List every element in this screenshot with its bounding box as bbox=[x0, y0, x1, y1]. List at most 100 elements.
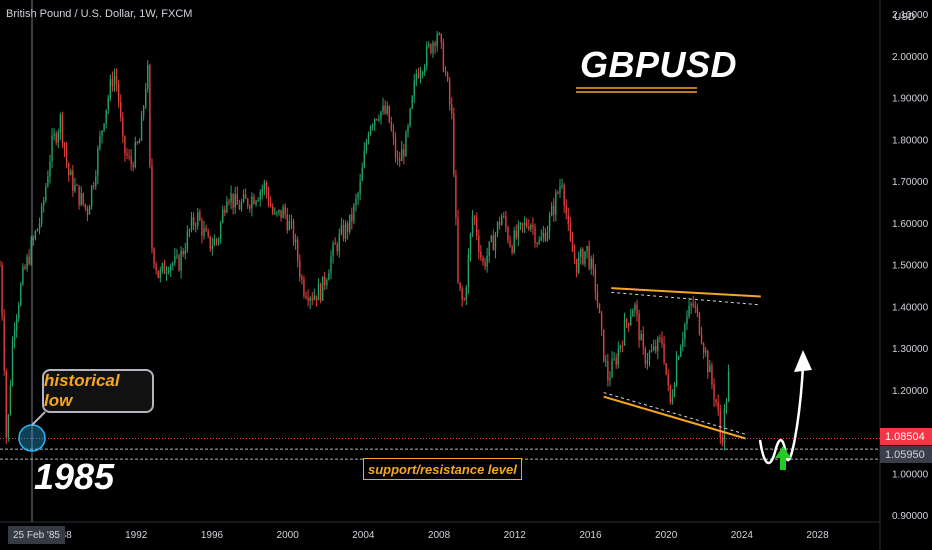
candle-body bbox=[117, 83, 120, 102]
candle-body bbox=[534, 226, 536, 244]
candle-body bbox=[315, 295, 318, 301]
candle-body bbox=[53, 133, 55, 136]
candle-body bbox=[101, 130, 103, 137]
candle-body bbox=[673, 384, 676, 397]
candle-body bbox=[563, 185, 565, 206]
candle-body bbox=[43, 200, 45, 206]
candle-body bbox=[407, 125, 409, 133]
candle-body bbox=[5, 370, 7, 438]
candle-body bbox=[149, 65, 151, 166]
candle-body bbox=[371, 125, 374, 127]
candle-body bbox=[61, 114, 64, 143]
y-tick-label: 0.90000 bbox=[892, 511, 929, 522]
candle-body bbox=[557, 192, 559, 194]
candle-body bbox=[521, 223, 524, 226]
candle-body bbox=[334, 243, 336, 245]
candle-body bbox=[613, 358, 615, 360]
candle-body bbox=[47, 176, 49, 187]
x-tick-label: 2020 bbox=[655, 530, 678, 541]
candle-body bbox=[519, 223, 522, 225]
candle-body bbox=[26, 256, 28, 269]
candle-body bbox=[638, 313, 640, 341]
candle-body bbox=[32, 238, 35, 240]
candle-body bbox=[482, 257, 484, 262]
candle-body bbox=[634, 304, 636, 311]
candle-body bbox=[18, 305, 20, 318]
candle-body bbox=[49, 161, 51, 177]
candle-body bbox=[436, 34, 438, 47]
channel-top-line bbox=[611, 287, 761, 298]
candle-body bbox=[120, 101, 122, 118]
candle-body bbox=[92, 185, 95, 187]
candle-body bbox=[476, 218, 478, 236]
candle-body bbox=[346, 223, 349, 232]
candle-body bbox=[403, 149, 405, 157]
y-tick-label: 1.30000 bbox=[892, 344, 929, 355]
candle-body bbox=[280, 209, 282, 218]
candle-body bbox=[707, 351, 709, 373]
candle-body bbox=[546, 231, 549, 241]
candle-body bbox=[694, 305, 696, 308]
candle-body bbox=[423, 66, 426, 73]
title-underline bbox=[576, 87, 697, 93]
candle-body bbox=[542, 232, 545, 238]
candle-body bbox=[575, 258, 578, 273]
candle-body bbox=[115, 76, 118, 84]
candle-body bbox=[555, 192, 557, 215]
candle-body bbox=[498, 221, 501, 226]
candle-body bbox=[413, 80, 415, 97]
candle-body bbox=[363, 150, 366, 168]
candle-body bbox=[392, 130, 395, 138]
x-tick-label: 2004 bbox=[352, 530, 375, 541]
candle-body bbox=[111, 78, 114, 87]
candle-body bbox=[611, 359, 613, 378]
candle-body bbox=[461, 288, 463, 300]
candle-body bbox=[230, 193, 232, 202]
candle-body bbox=[469, 233, 472, 255]
y-tick-label: 1.80000 bbox=[892, 135, 929, 146]
low-year-label: 1985 bbox=[34, 456, 115, 497]
candle-body bbox=[205, 228, 207, 232]
y-tick-label: 2.10000 bbox=[892, 10, 929, 21]
candle-body bbox=[471, 216, 474, 234]
candle-body bbox=[305, 295, 307, 298]
candle-body bbox=[34, 231, 37, 239]
candle-body bbox=[525, 222, 528, 227]
candle-body bbox=[126, 153, 128, 156]
candle-body bbox=[580, 249, 582, 257]
candle-body bbox=[165, 272, 168, 274]
candle-body bbox=[617, 348, 619, 365]
candle-body bbox=[72, 170, 74, 191]
candle-body bbox=[665, 363, 667, 375]
channel-top-dashed bbox=[611, 291, 761, 306]
candle-body bbox=[473, 216, 476, 219]
candle-body bbox=[719, 410, 721, 438]
candle-body bbox=[201, 220, 203, 236]
candle-body bbox=[605, 361, 607, 363]
candle-body bbox=[677, 356, 680, 360]
candle-body bbox=[682, 338, 684, 347]
candle-body bbox=[134, 142, 137, 168]
time-axis: 1988199219962000200420082012201620202024… bbox=[49, 530, 829, 541]
candle-body bbox=[159, 270, 161, 278]
candle-body bbox=[309, 297, 311, 302]
candle-body bbox=[269, 203, 272, 207]
candle-body bbox=[361, 167, 363, 181]
candle-body bbox=[238, 204, 241, 210]
candle-body bbox=[145, 89, 147, 107]
candle-body bbox=[448, 80, 451, 104]
candle-body bbox=[388, 105, 390, 123]
candle-body bbox=[242, 194, 245, 202]
candle-body bbox=[478, 235, 480, 252]
candle-body bbox=[186, 231, 189, 251]
candle-body bbox=[288, 221, 291, 230]
candle-body bbox=[696, 307, 699, 313]
candle-body bbox=[211, 245, 214, 249]
candle-body bbox=[240, 201, 243, 210]
candle-body bbox=[40, 205, 43, 224]
candle-body bbox=[530, 224, 532, 230]
candle-body bbox=[65, 148, 68, 164]
candle-body bbox=[444, 71, 447, 73]
candle-body bbox=[132, 164, 134, 168]
candle-body bbox=[494, 234, 497, 251]
